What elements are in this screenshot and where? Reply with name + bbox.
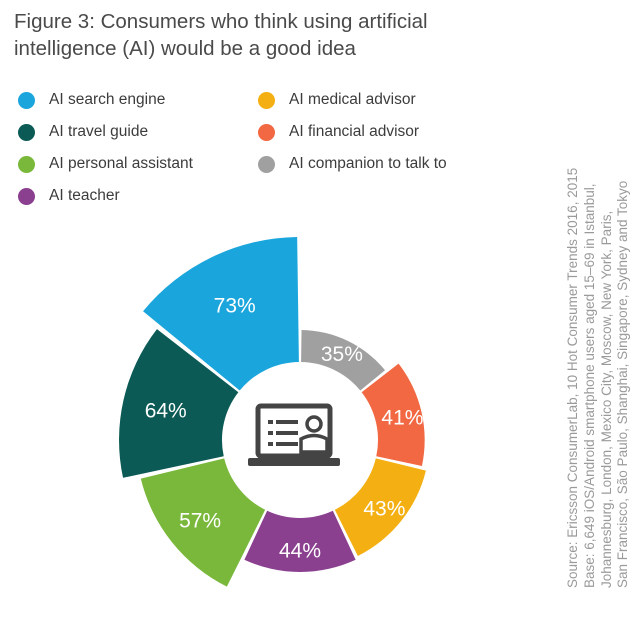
legend-item-ai-companion-to-talk-to: AI companion to talk to: [258, 153, 447, 175]
sector-ai-companion-to-talk-to: [301, 330, 386, 391]
legend-swatch: [258, 123, 275, 141]
legend-item-ai-teacher: AI teacher: [18, 185, 120, 207]
data-label-ai-financial-advisor: 41%: [381, 407, 423, 430]
legend-swatch: [258, 155, 275, 173]
legend-swatch: [18, 123, 35, 141]
source-line-3: Johannesburg, London, Mexico City, Mosco…: [598, 210, 614, 588]
legend-swatch: [18, 187, 35, 205]
source-line-4: San Francisco, São Paulo, Shanghai, Sing…: [615, 180, 631, 588]
legend-swatch: [18, 155, 35, 173]
chart-title-line-2: intelligence (AI) would be a good idea: [14, 37, 356, 60]
sector-ai-personal-assistant: [140, 458, 266, 587]
data-label-ai-companion-to-talk-to: 35%: [321, 343, 363, 366]
data-label-ai-travel-guide: 64%: [145, 399, 187, 422]
chart-title: Figure 3: Consumers who think using arti…: [14, 8, 534, 62]
source-line-2: Base: 6,649 iOS/Android smartphone users…: [581, 183, 597, 588]
legend-swatch: [258, 91, 275, 109]
legend-item-ai-travel-guide: AI travel guide: [18, 121, 148, 143]
sector-ai-teacher: [244, 510, 356, 573]
legend-item-ai-personal-assistant: AI personal assistant: [18, 153, 193, 175]
laptop-user-icon: [248, 403, 340, 466]
legend-label: AI financial advisor: [289, 123, 420, 140]
data-label-ai-teacher: 44%: [279, 539, 321, 562]
data-label-ai-search-engine: 73%: [214, 294, 256, 317]
legend-label: AI teacher: [49, 187, 120, 204]
legend-item-ai-medical-advisor: AI medical advisor: [258, 89, 416, 111]
chart-title-line-1: Figure 3: Consumers who think using arti…: [14, 10, 428, 33]
legend-item-ai-financial-advisor: AI financial advisor: [258, 121, 419, 143]
data-label-ai-medical-advisor: 43%: [363, 497, 405, 520]
legend-label: AI personal assistant: [49, 155, 193, 172]
sector-ai-financial-advisor: [361, 363, 425, 467]
source-line-1: Source: Ericsson ConsumerLab, 10 Hot Con…: [565, 167, 580, 588]
data-label-ai-personal-assistant: 57%: [179, 510, 221, 533]
sector-ai-travel-guide: [119, 329, 239, 478]
sector-ai-medical-advisor: [334, 458, 426, 556]
legend-item-ai-search-engine: AI search engine: [18, 89, 165, 111]
legend-swatch: [18, 91, 35, 109]
legend-label: AI companion to talk to: [289, 155, 447, 172]
sector-ai-search-engine: [143, 237, 299, 391]
legend-label: AI travel guide: [49, 123, 149, 140]
source-note: Source: Ericsson ConsumerLab, 10 Hot Con…: [565, 48, 632, 588]
chart-legend: AI search engine AI travel guide AI person…: [0, 0, 640, 220]
legend-label: AI search engine: [49, 91, 166, 108]
legend-label: AI medical advisor: [289, 91, 416, 108]
